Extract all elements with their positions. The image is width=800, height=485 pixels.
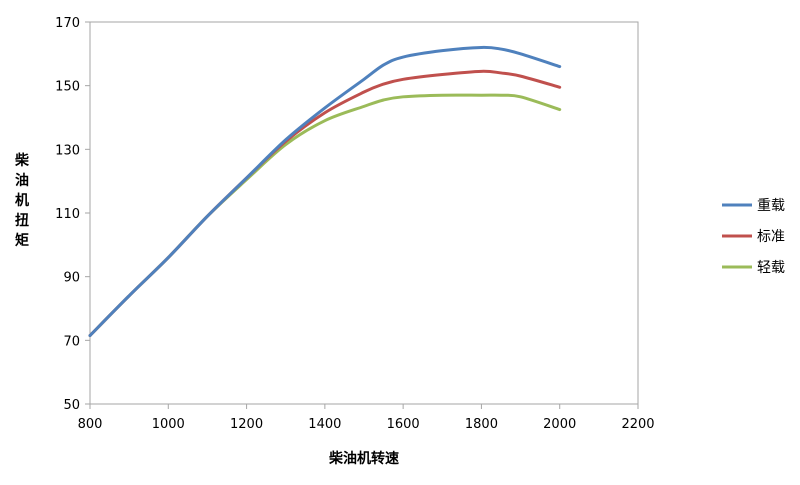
legend-label-1: 标准 <box>757 229 785 245</box>
legend-label-2: 轻载 <box>757 260 785 276</box>
x-axis-ticks: 800 1000 1200 1400 1600 1800 2000 2200 <box>78 404 655 432</box>
y-axis-title-char: 油 <box>15 172 29 189</box>
y-axis-ticks: 50 70 90 110 130 150 170 <box>55 16 90 413</box>
y-tick-label: 70 <box>63 334 80 349</box>
y-axis-title-char: 矩 <box>15 232 29 249</box>
y-tick-label: 130 <box>55 143 80 158</box>
y-axis-title-char: 柴 <box>14 152 30 169</box>
x-tick-label: 1400 <box>308 417 341 432</box>
legend-label-0: 重载 <box>757 198 785 214</box>
x-tick-label: 1000 <box>152 417 185 432</box>
x-tick-label: 2200 <box>621 417 654 432</box>
y-axis-title: 柴油机扭矩 <box>14 152 30 249</box>
x-axis-title: 柴油机转速 <box>328 450 399 467</box>
x-tick-label: 1200 <box>230 417 263 432</box>
series-line-0 <box>88 45 562 338</box>
x-tick-label: 800 <box>78 417 103 432</box>
y-tick-label: 150 <box>55 80 80 95</box>
y-tick-label: 90 <box>63 271 80 286</box>
y-tick-label: 50 <box>63 398 80 413</box>
x-tick-label: 1600 <box>387 417 420 432</box>
y-tick-label: 110 <box>55 207 80 222</box>
plot-area <box>89 21 639 405</box>
y-axis-title-char: 扭 <box>15 212 29 229</box>
y-axis-title-char: 机 <box>15 192 29 209</box>
x-tick-label: 2000 <box>543 417 576 432</box>
series-lines <box>88 45 562 338</box>
x-tick-label: 1800 <box>465 417 498 432</box>
y-tick-label: 170 <box>55 16 80 31</box>
